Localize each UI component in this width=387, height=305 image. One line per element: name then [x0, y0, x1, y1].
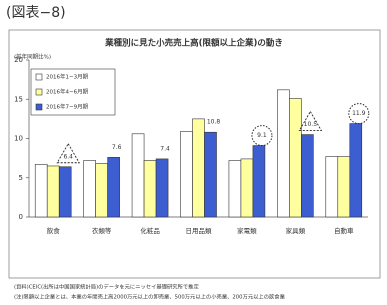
bar [228, 160, 242, 218]
footnote: (注)限額以上企業とは、本業の年間売上高2000万元以上の卸売業、500万元以上… [14, 293, 286, 301]
bar [58, 166, 72, 218]
bar [252, 145, 266, 218]
bar [34, 164, 48, 218]
chart-title: 業種別に見た小売売上高(限額以上企業)の動き [104, 38, 283, 49]
bar [180, 131, 193, 218]
y-axis-label: (前年同期比%) [14, 53, 51, 61]
circle-annotation [251, 125, 273, 147]
bar [143, 160, 157, 218]
y-tick-label: 5 [19, 174, 23, 182]
bar [277, 89, 290, 218]
bar [204, 131, 217, 218]
figure-header: (図表−8) [6, 5, 66, 21]
legend-box [30, 68, 116, 116]
legend-label: 2016年7−9月期 [46, 103, 89, 111]
legend-swatch [35, 73, 43, 81]
bar [337, 156, 351, 218]
legend-label: 2016年4−6月期 [46, 88, 89, 96]
y-tick-label: 15 [14, 95, 23, 103]
x-tick-label: 飲食 [47, 226, 61, 235]
bar [349, 123, 363, 218]
bar [240, 158, 254, 218]
y-tick-label: 0 [19, 213, 23, 221]
value-label: 7.6 [112, 144, 122, 151]
legend-label: 2016年1−3月期 [46, 73, 89, 81]
x-tick-label: 家具類 [286, 226, 306, 235]
legend-swatch [35, 103, 43, 111]
bar [289, 98, 302, 218]
legend-swatch [35, 88, 43, 96]
value-label: 6.4 [63, 153, 73, 160]
value-label: 10.8 [207, 119, 221, 126]
x-tick-label: 日用品類 [186, 226, 213, 235]
value-label: 10.5 [304, 121, 318, 128]
bar [131, 133, 145, 218]
x-tick-label: 自動車 [334, 226, 354, 235]
bar [325, 156, 339, 218]
bar [46, 165, 60, 218]
value-label: 7.4 [160, 145, 170, 152]
circle-annotation [348, 103, 370, 125]
triangle-annotation [298, 110, 323, 132]
x-tick-label: 衣類等 [92, 226, 112, 235]
value-label: 9.1 [257, 132, 267, 139]
source-note: (資料)CEIC(出所は中国国家統計局)のデータを元にニッセイ基礎研究所で推定 [14, 283, 199, 291]
bar [155, 158, 169, 218]
bar [83, 160, 96, 218]
bar [192, 118, 205, 218]
triangle-annotation [56, 142, 80, 164]
value-label: 11.9 [352, 110, 366, 117]
y-tick-label: 10 [14, 135, 23, 143]
y-tick-label: 20 [14, 56, 23, 64]
bar [301, 134, 314, 218]
chart-frame [8, 29, 381, 279]
bar [95, 163, 108, 218]
x-tick-label: 化粧品 [140, 226, 160, 235]
bar [107, 157, 120, 218]
x-tick-label: 家電類 [237, 226, 257, 235]
